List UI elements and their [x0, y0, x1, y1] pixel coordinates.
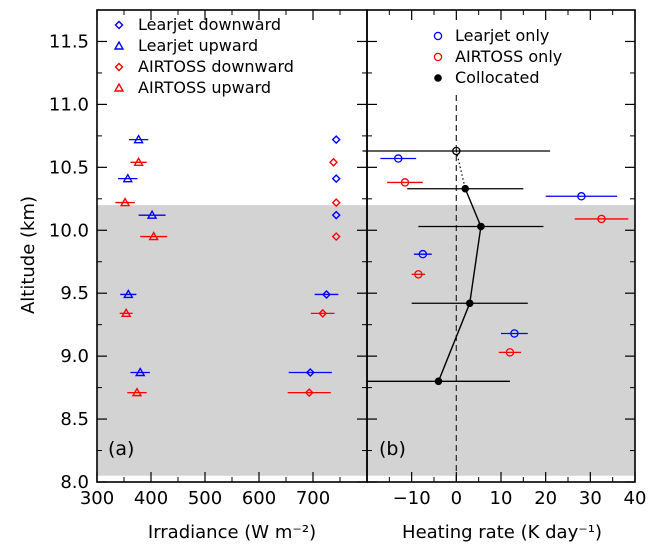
data-point	[414, 270, 423, 279]
data-point	[400, 178, 410, 187]
legend-label: Learjet upward	[138, 36, 258, 55]
y-tick-label: 8.5	[60, 409, 89, 430]
data-point	[123, 289, 134, 299]
data-point	[305, 368, 315, 377]
legend-label: Learjet only	[455, 26, 549, 45]
data-point	[505, 348, 515, 357]
data-point	[331, 232, 341, 242]
y-tick-label: 10.0	[49, 220, 89, 241]
x-axis-label-b: Heating rate (K day⁻¹)	[402, 522, 602, 543]
data-point	[318, 308, 328, 318]
x-tick-label-a: 400	[134, 488, 168, 509]
data-point	[133, 134, 144, 144]
y-tick-label: 10.5	[49, 157, 89, 178]
data-point	[146, 209, 158, 219]
data-point	[120, 307, 132, 318]
legend-marker	[433, 31, 443, 41]
x-tick-label-b: 10	[490, 488, 513, 509]
legend-label: AIRTOSS upward	[138, 78, 271, 97]
panel-label-a: (a)	[108, 438, 134, 460]
y-tick-label: 11.0	[49, 94, 89, 115]
legend-marker	[114, 62, 124, 72]
legend-marker	[434, 74, 442, 82]
legend-marker	[114, 20, 124, 30]
data-point	[597, 214, 606, 224]
data-point	[331, 198, 341, 208]
y-axis-label: Altitude (km)	[18, 196, 39, 314]
x-tick-label-b: 30	[579, 488, 602, 509]
data-layer	[115, 134, 629, 398]
data-point	[322, 289, 331, 299]
legend-label: AIRTOSS downward	[138, 57, 294, 76]
shaded-region-layer	[97, 205, 635, 476]
legend-marker	[113, 82, 125, 92]
data-point	[133, 156, 144, 166]
legend-label: Learjet downward	[138, 15, 281, 34]
legend-marker	[113, 40, 125, 50]
data-point	[331, 174, 341, 184]
data-point	[329, 157, 339, 167]
data-point	[331, 210, 341, 220]
data-point	[418, 249, 428, 259]
data-point	[452, 146, 461, 156]
collocated-dotted-segment	[455, 150, 466, 189]
data-point	[119, 197, 131, 207]
legend-marker	[433, 52, 443, 62]
collocated-line	[437, 188, 482, 382]
panel-label-b: (b)	[379, 438, 406, 460]
legend-label: Collocated	[455, 68, 540, 87]
shaded-region	[97, 205, 635, 476]
y-tick-label: 8.0	[60, 472, 89, 493]
y-tick-label: 9.5	[60, 283, 89, 304]
data-point	[131, 387, 143, 397]
x-tick-label-a: 600	[242, 488, 276, 509]
data-point	[394, 154, 403, 163]
x-axis-label-a: Irradiance (W m⁻²)	[148, 522, 316, 543]
data-point	[304, 388, 314, 398]
x-tick-label-b: 0	[451, 488, 462, 509]
legend-label: AIRTOSS only	[455, 47, 562, 66]
legend-layer: Learjet downward Learjet upward AIRTOSS do…	[113, 15, 562, 97]
x-tick-label-b: 40	[624, 488, 647, 509]
data-point	[434, 377, 443, 386]
data-point	[148, 231, 159, 241]
x-tick-label-a: 700	[296, 488, 330, 509]
x-tick-label-a: 500	[188, 488, 222, 509]
data-point	[134, 367, 146, 377]
y-tick-label: 9.0	[60, 346, 89, 367]
x-tick-label-a: 300	[80, 488, 114, 509]
x-tick-label-b: −10	[393, 488, 431, 509]
data-point	[122, 173, 133, 183]
y-tick-label: 11.5	[49, 31, 89, 52]
x-tick-label-b: 20	[534, 488, 557, 509]
data-point	[331, 135, 341, 145]
data-point	[510, 329, 519, 338]
data-point	[577, 192, 586, 201]
